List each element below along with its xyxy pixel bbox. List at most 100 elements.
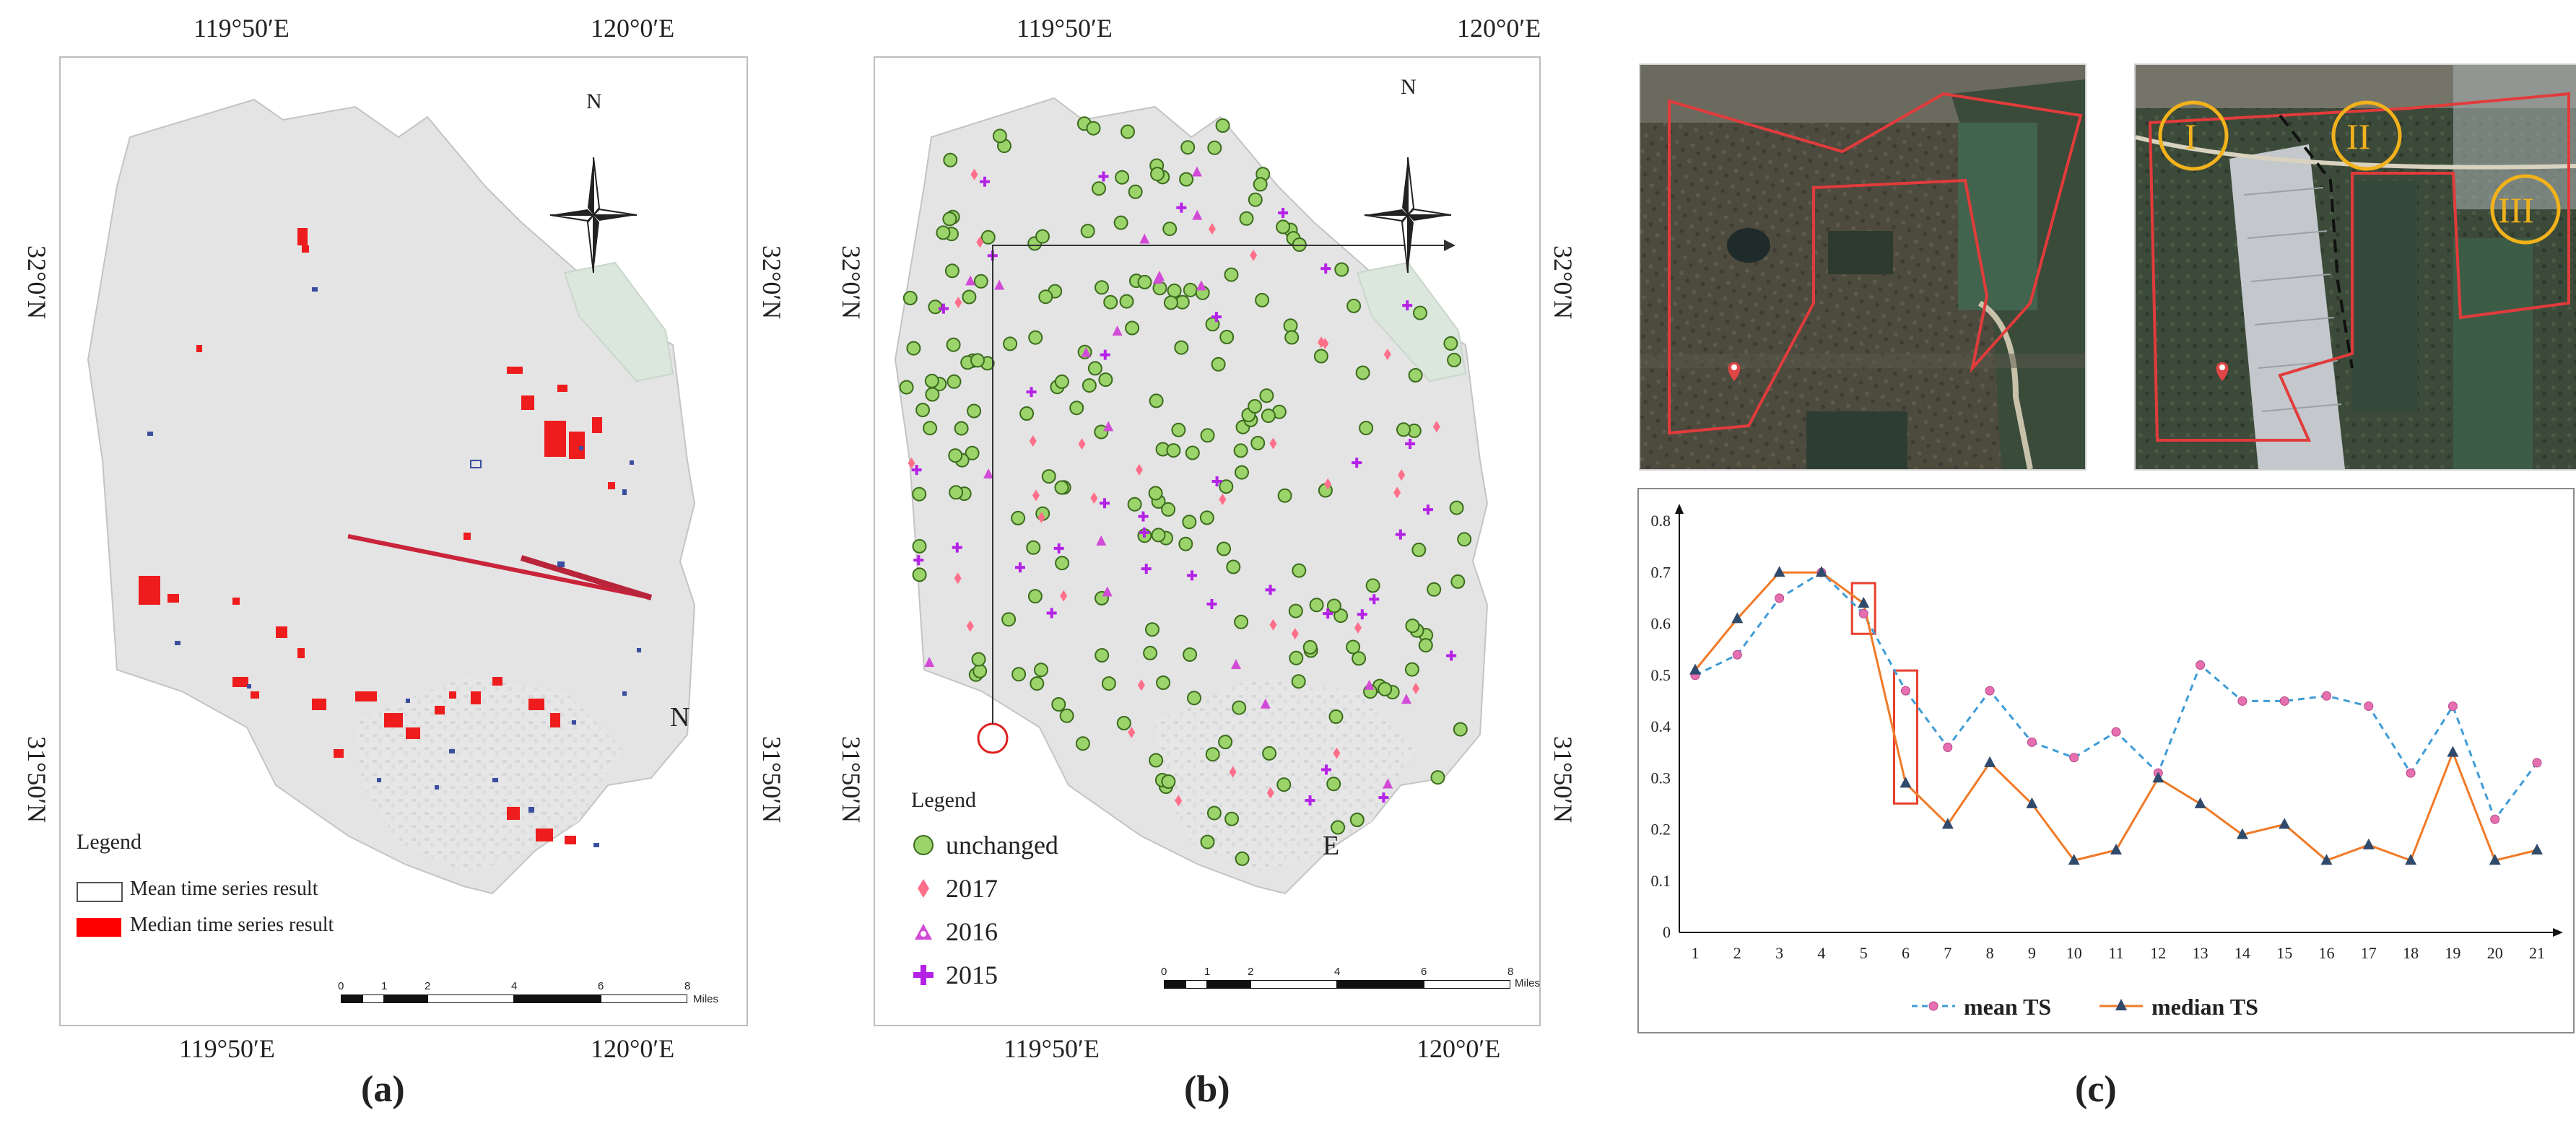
- inset2-circle-II: [2331, 100, 2402, 171]
- change-point: [970, 168, 978, 180]
- unchanged-point: [1346, 298, 1362, 313]
- unchanged-point: [1219, 479, 1234, 494]
- b-left-lat-1: 32°0′N: [837, 245, 866, 320]
- caption-b: (b): [1184, 1069, 1230, 1110]
- change-point: [1269, 618, 1277, 631]
- change-point: [1260, 698, 1271, 709]
- median-ts-point: [1815, 566, 1827, 577]
- unchanged-point: [949, 485, 964, 500]
- mean-ts-point: [1943, 743, 1953, 752]
- change-point: [976, 236, 984, 248]
- unchanged-point: [1026, 540, 1041, 555]
- unchanged-point: [1405, 618, 1420, 634]
- mean-ts-point: [2111, 727, 2121, 737]
- change-point: [1191, 166, 1202, 177]
- mean-ts-point: [1985, 686, 1995, 696]
- a-top-lon-1: 119°50′E: [193, 14, 290, 43]
- b-scale-tick-8: 8: [1507, 966, 1514, 978]
- unchanged-point: [1161, 502, 1176, 517]
- unchanged-point: [1019, 406, 1035, 421]
- median-ts-point: [1984, 756, 1996, 767]
- unchanged-point: [1313, 349, 1328, 364]
- mean-ts-point: [2447, 701, 2458, 711]
- change-point: [1265, 585, 1276, 595]
- unchanged-point: [1095, 648, 1110, 663]
- change-point: [1405, 438, 1416, 449]
- change-point: [1206, 599, 1217, 610]
- change-point: [1278, 207, 1289, 218]
- unchanged-point: [1328, 709, 1344, 724]
- unchanged-point: [946, 337, 961, 352]
- mean-ts-point: [2490, 814, 2500, 824]
- unchanged-point: [943, 152, 958, 167]
- change-point: [1046, 608, 1057, 618]
- change-point: [1135, 463, 1143, 476]
- unchanged-point: [1011, 667, 1027, 682]
- change-point: [1152, 274, 1163, 284]
- unchanged-point: [1333, 608, 1349, 624]
- change-point: [1128, 726, 1136, 738]
- unchanged-point: [962, 289, 977, 305]
- a-median-patches: [139, 228, 615, 844]
- unchanged-point: [1283, 318, 1298, 333]
- unchanged-point: [1200, 834, 1215, 849]
- unchanged-point: [1156, 676, 1171, 690]
- a-right-lat-1: 32°0′N: [757, 245, 786, 320]
- unchanged-point: [1179, 172, 1194, 187]
- a-legend-swatch-median: [77, 918, 121, 937]
- median-ts-point: [2405, 854, 2417, 865]
- unchanged-point: [902, 291, 918, 305]
- unchanged-point: [1219, 330, 1235, 344]
- x-tick-label: 5: [1860, 944, 1868, 962]
- change-point: [1138, 511, 1149, 522]
- change-point: [1081, 346, 1092, 357]
- unchanged-point: [1041, 469, 1056, 484]
- unchanged-point: [1127, 497, 1142, 512]
- unchanged-point: [1094, 424, 1109, 440]
- b-scale-tick-1: 1: [1204, 966, 1211, 978]
- unchanged-point: [1427, 582, 1442, 597]
- unchanged-point: [1113, 215, 1128, 230]
- inset2-circle-III: [2490, 174, 2561, 245]
- unchanged-point: [912, 567, 927, 582]
- unchanged-point: [1128, 184, 1143, 199]
- ts-line-chart: 00.10.20.30.40.50.60.70.81 2 3 4 5 6 7 8 9 10 11 12…: [1651, 504, 2563, 1020]
- unchanged-point: [1151, 528, 1166, 543]
- x-tick-label: 13: [2193, 944, 2209, 962]
- x-tick-label: 8: [1986, 944, 1994, 962]
- x-tick-label: 4: [1817, 944, 1825, 962]
- unchanged-point: [980, 229, 996, 245]
- change-point: [1320, 263, 1331, 274]
- triangle-icon: [915, 924, 932, 940]
- unchanged-point: [1224, 811, 1240, 826]
- mean-ts-point: [2237, 696, 2248, 706]
- unchanged-point: [1011, 510, 1026, 525]
- unchanged-point: [1302, 639, 1318, 655]
- unchanged-point: [1055, 556, 1070, 571]
- unchanged-point: [1163, 295, 1178, 310]
- b-callout-line: [992, 245, 1444, 724]
- median-ts-point: [1941, 818, 1954, 829]
- unchanged-point: [1205, 747, 1220, 762]
- unchanged-point: [1187, 691, 1201, 706]
- unchanged-point: [1331, 820, 1346, 835]
- unchanged-point: [1234, 614, 1249, 629]
- a-north-label: N: [586, 89, 602, 113]
- unchanged-point: [1215, 118, 1230, 133]
- change-point: [1432, 421, 1440, 433]
- change-point: [965, 275, 976, 286]
- change-point: [1102, 586, 1113, 597]
- change-point: [1412, 683, 1420, 695]
- a-scale-tick-4: 4: [511, 980, 518, 992]
- x-tick-label: 6: [1902, 944, 1910, 962]
- b-map-text: E: [1323, 831, 1340, 861]
- change-point: [1176, 202, 1187, 213]
- change-point: [1060, 590, 1068, 602]
- x-tick-label: 10: [2066, 944, 2082, 962]
- a-legend-label-mean: Mean time series result: [130, 878, 318, 900]
- x-tick-label: 7: [1944, 944, 1951, 962]
- a-scale-tick-1: 1: [381, 980, 388, 992]
- unchanged-point: [972, 663, 988, 678]
- mean-ts-point: [2027, 737, 2037, 747]
- a-map-text: N: [670, 702, 690, 733]
